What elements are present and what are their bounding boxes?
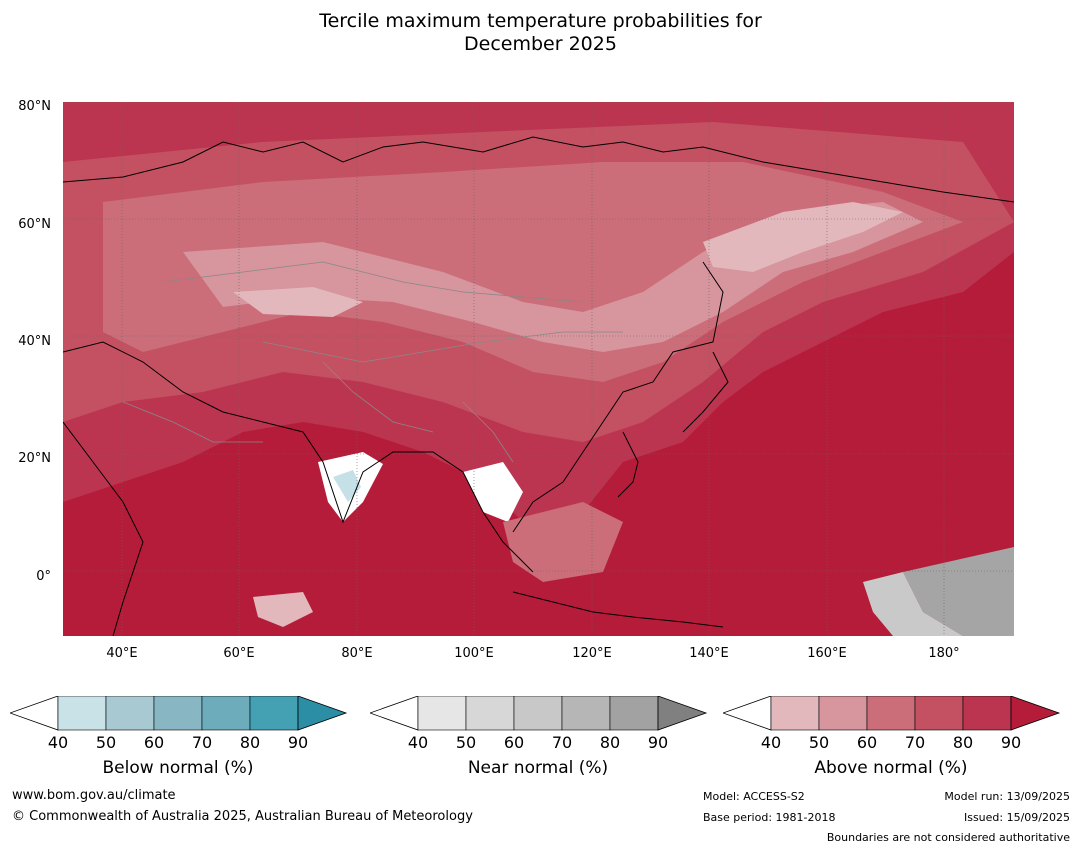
cb-above-tick-80: 80 [952, 733, 974, 752]
cb-below-seg-2 [105, 696, 155, 731]
lon-label-120e: 120°E [572, 646, 612, 661]
cb-near-tick-40: 40 [407, 733, 429, 752]
lat-label-40n: 40°N [18, 334, 51, 349]
probability-map [63, 102, 1014, 636]
pacific-near-normal-gray [903, 547, 1014, 636]
pacific-near-normal-light [863, 572, 963, 636]
cb-below-tick-70: 70 [191, 733, 213, 752]
cb-near-tick-70: 70 [551, 733, 573, 752]
indochina-near-normal [463, 462, 523, 522]
eurasia-region-60 [103, 162, 963, 382]
cb-near-label: Near normal (%) [467, 758, 609, 778]
footer-base-period: Base period: 1981-2018 [703, 811, 836, 824]
cb-above-seg-2 [818, 696, 868, 731]
colorbar-near-normal [370, 696, 708, 731]
cb-near-seg-3 [513, 696, 563, 731]
lon-label-160e: 160°E [807, 646, 847, 661]
footer-copyright: © Commonwealth of Australia 2025, Austra… [12, 809, 473, 824]
central-asia-region-40 [233, 287, 363, 317]
footer-model: Model: ACCESS-S2 [703, 790, 805, 803]
footer-disclaimer: Boundaries are not considered authoritat… [826, 831, 1070, 844]
cb-below-tick-60: 60 [143, 733, 165, 752]
coastlines [63, 136, 1014, 636]
cb-near-tick-60: 60 [503, 733, 525, 752]
footer-website[interactable]: www.bom.gov.au/climate [12, 788, 176, 803]
country-borders [122, 261, 623, 463]
cb-below-label: Below normal (%) [102, 758, 254, 778]
cb-below-seg-3 [153, 696, 203, 731]
lat-label-80n: 80°N [18, 99, 51, 114]
lon-label-180: 180° [928, 646, 960, 661]
title-line-2: December 2025 [464, 33, 617, 55]
cb-above-seg-4 [914, 696, 964, 731]
cb-above-seg-1 [770, 696, 820, 731]
chart-title: Tercile maximum temperature probabilitie… [0, 10, 1081, 56]
cb-near-seg-2 [465, 696, 515, 731]
cb-below-seg-5 [249, 696, 299, 731]
southchina-sea-region-60 [503, 502, 623, 582]
lon-label-140e: 140°E [689, 646, 729, 661]
cb-near-tick-50: 50 [455, 733, 477, 752]
cb-below-tick-90: 90 [287, 733, 309, 752]
cb-above-seg-6 [1010, 696, 1061, 731]
lat-label-60n: 60°N [18, 217, 51, 232]
siberia-region-40 [703, 202, 903, 272]
footer-issued: Issued: 15/09/2025 [963, 811, 1070, 824]
cb-near-seg-0 [370, 696, 419, 731]
lon-label-60e: 60°E [223, 646, 255, 661]
lon-label-80e: 80°E [341, 646, 373, 661]
lon-label-40e: 40°E [106, 646, 138, 661]
footer-model-run: Model run: 13/09/2025 [944, 790, 1070, 803]
lat-label-0: 0° [36, 569, 51, 584]
cb-below-seg-0 [10, 696, 59, 731]
cb-near-seg-5 [609, 696, 659, 731]
map-canvas [63, 102, 1014, 636]
colorbar-below-normal [10, 696, 348, 731]
cb-above-seg-3 [866, 696, 916, 731]
cb-above-seg-0 [723, 696, 772, 731]
colorbar-above-normal [723, 696, 1061, 731]
cb-near-tick-90: 90 [647, 733, 669, 752]
cb-near-seg-4 [561, 696, 611, 731]
cb-below-tick-50: 50 [95, 733, 117, 752]
cb-below-seg-6 [297, 696, 348, 731]
cb-above-tick-90: 90 [1000, 733, 1022, 752]
cb-below-seg-1 [57, 696, 107, 731]
cb-below-tick-40: 40 [47, 733, 69, 752]
indian-ocean-region-40 [253, 592, 313, 627]
cb-above-seg-5 [962, 696, 1012, 731]
title-line-1: Tercile maximum temperature probabilitie… [319, 10, 762, 32]
cb-near-seg-1 [417, 696, 467, 731]
lat-label-20n: 20°N [18, 451, 51, 466]
cb-above-tick-50: 50 [808, 733, 830, 752]
cb-above-tick-60: 60 [856, 733, 878, 752]
cb-above-label: Above normal (%) [814, 758, 968, 778]
cb-near-tick-80: 80 [599, 733, 621, 752]
cb-above-tick-40: 40 [760, 733, 782, 752]
cb-below-tick-80: 80 [239, 733, 261, 752]
graticule [63, 102, 1014, 636]
cb-below-seg-4 [201, 696, 251, 731]
lon-label-100e: 100°E [454, 646, 494, 661]
cb-near-seg-6 [657, 696, 708, 731]
cb-above-tick-70: 70 [904, 733, 926, 752]
